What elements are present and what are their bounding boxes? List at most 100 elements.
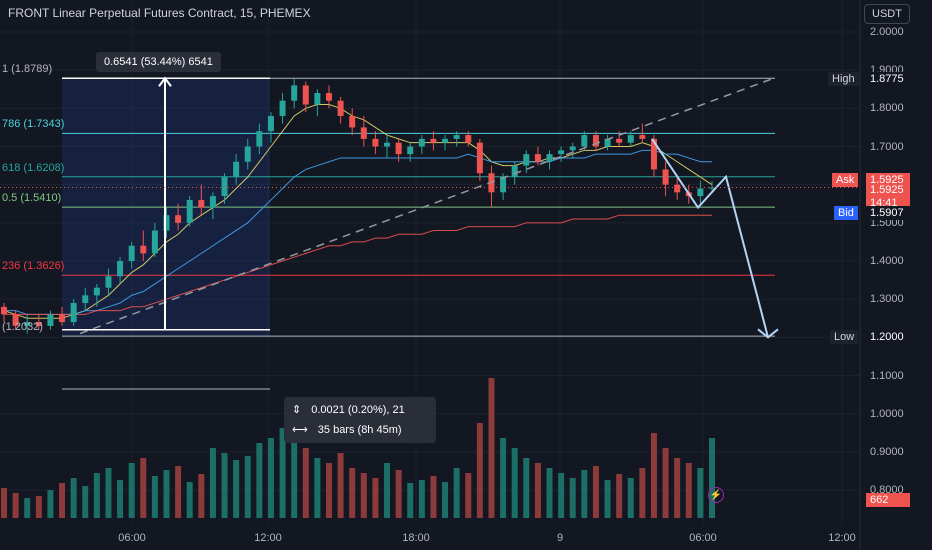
- price-tick: 1.4000: [870, 255, 904, 267]
- volume-bar: [511, 448, 518, 518]
- candle-body: [279, 100, 286, 116]
- candle-body: [221, 177, 228, 197]
- bar-range-text: 35 bars (8h 45m): [317, 423, 402, 436]
- ema-slow-line: [4, 214, 712, 315]
- candle-body: [430, 138, 437, 143]
- volume-bar: [534, 463, 541, 518]
- range-info-box: ⇕ 0.0021 (0.20%), 21 ⟷ 35 bars (8h 45m): [284, 397, 436, 443]
- candle-body: [291, 85, 298, 101]
- volume-bar: [140, 458, 147, 518]
- volume-bar: [302, 448, 309, 518]
- candle-body: [523, 154, 530, 166]
- time-tick: 12:00: [254, 532, 282, 544]
- trend-line: [79, 77, 776, 335]
- candle-body: [465, 135, 472, 143]
- candle-body: [128, 245, 135, 261]
- volume-bar: [163, 470, 170, 518]
- candle-body: [418, 138, 425, 147]
- candle-body: [674, 184, 681, 193]
- time-tick: 12:00: [828, 532, 856, 544]
- volume-bar: [616, 474, 623, 518]
- volume-bar: [70, 478, 77, 518]
- candle-body: [453, 135, 460, 139]
- volume-bar: [453, 468, 460, 518]
- price-tick: 1.0000: [870, 407, 904, 420]
- volume-bar: [314, 458, 321, 518]
- candle-body: [175, 215, 182, 223]
- volume-bar: [59, 483, 66, 518]
- candle-body: [267, 115, 274, 132]
- volume-bar: [337, 453, 344, 518]
- candle-body: [337, 100, 344, 116]
- volume-bar: [697, 468, 704, 518]
- candle-body: [186, 199, 193, 223]
- volume-bar: [488, 378, 495, 518]
- price-tick: 1.3000: [870, 293, 904, 306]
- candle-body: [407, 146, 414, 155]
- price-tick: 1.8000: [870, 102, 904, 115]
- volume-bar: [372, 478, 379, 518]
- volume-bar: [418, 480, 425, 518]
- candle-body: [302, 85, 309, 105]
- projection-arrow-head: [757, 328, 779, 339]
- measure-tooltip: 0.6541 (53.44%) 6541: [96, 52, 221, 72]
- last-price-value: 1.5925: [866, 182, 910, 197]
- volume-bar: [384, 463, 391, 518]
- volume-bar: [639, 468, 646, 518]
- volume-bar: [105, 468, 112, 518]
- candle-body: [349, 115, 356, 128]
- candle-body: [534, 154, 541, 162]
- volume-bar: [291, 433, 298, 518]
- candle-body: [35, 322, 42, 326]
- candle-body: [616, 138, 623, 143]
- vertical-arrows-icon: ⇕: [292, 404, 302, 416]
- fib-label: 786 (1.7343): [2, 118, 65, 131]
- candle-body: [360, 127, 367, 139]
- volume-bar: [198, 474, 205, 518]
- volume-bar: [430, 476, 437, 518]
- low-value: 1.2000: [866, 330, 910, 345]
- candle-body: [233, 161, 240, 178]
- candle-body: [639, 135, 646, 139]
- price-tick: 1.1000: [870, 369, 904, 382]
- volume-bar: [558, 473, 565, 518]
- volume-bar: [662, 448, 669, 518]
- volume-bar: [592, 466, 599, 518]
- volume-bar: [82, 486, 89, 518]
- volume-bar: [407, 483, 414, 518]
- volume-bar: [442, 482, 449, 518]
- candle-body: [558, 150, 565, 155]
- volume-bar: [209, 448, 216, 518]
- volume-bar: [267, 438, 274, 518]
- price-tick: 1.7000: [870, 140, 904, 153]
- volume-bar: [221, 453, 228, 518]
- volume-bar: [500, 438, 507, 518]
- volume-bar: [523, 458, 530, 518]
- volume-bars: [1, 378, 715, 518]
- volume-bar: [674, 458, 681, 518]
- candle-body: [198, 199, 205, 208]
- candle-body: [12, 314, 19, 326]
- candle-body: [325, 93, 332, 101]
- volume-bar: [233, 460, 240, 518]
- candle-body: [82, 295, 89, 303]
- moving-averages: [3, 104, 713, 319]
- candle-body: [592, 135, 599, 147]
- candle-body: [47, 314, 54, 326]
- currency-button[interactable]: USDT: [864, 4, 910, 24]
- lightning-icon[interactable]: ⚡: [708, 487, 724, 503]
- volume-bar: [325, 463, 332, 518]
- price-range-row: ⇕ 0.0021 (0.20%), 21: [292, 403, 405, 417]
- candle-body: [1, 306, 7, 315]
- fib-label: (1.2032): [2, 321, 43, 334]
- candle-body: [209, 196, 216, 208]
- volume-bar: [349, 468, 356, 518]
- candle-body: [59, 314, 66, 323]
- volume-bar: [186, 482, 193, 518]
- ema-mid-line: [4, 149, 712, 315]
- volume-bar: [151, 476, 158, 518]
- volume-bar: [24, 498, 31, 518]
- bid-label: Bid: [834, 206, 858, 221]
- volume-bar: [360, 473, 367, 518]
